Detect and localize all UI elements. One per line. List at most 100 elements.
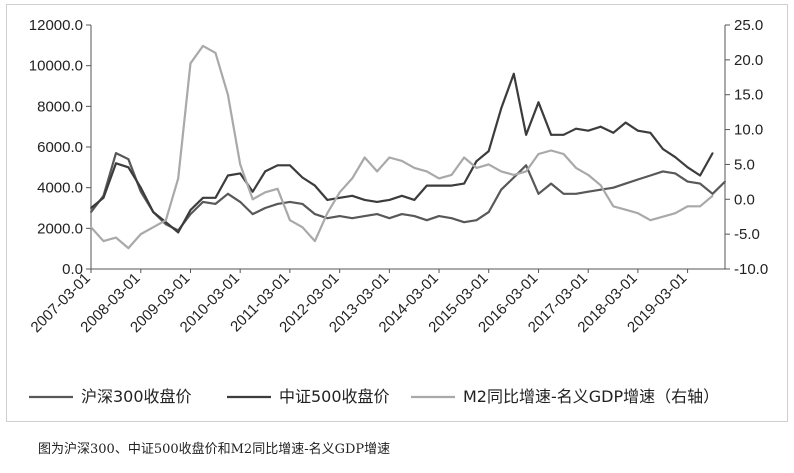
- series-3-point: [251, 198, 254, 201]
- chart-frame: 0.0 2000.0 4000.0 6000.0 8000.0 10000.0 12000.…: [6, 4, 788, 422]
- series-3-point: [512, 174, 515, 176]
- series-3-point: [438, 177, 440, 180]
- left-y-tick-label: 0.0: [62, 261, 83, 278]
- series-2-point: [550, 133, 552, 136]
- series-3-point: [139, 233, 142, 236]
- series-3-point: [662, 215, 664, 218]
- series-2-point: [388, 199, 391, 201]
- series-2-point: [662, 148, 664, 150]
- series-3-point: [276, 187, 279, 190]
- series-3-point: [264, 191, 267, 194]
- series-2-point: [562, 133, 565, 136]
- series-2-point: [624, 121, 627, 124]
- left-y-tick-label: 4000.0: [37, 180, 83, 197]
- series-1-point: [401, 213, 403, 216]
- series-1-point: [649, 174, 652, 177]
- right-y-tick-label: 0.0: [734, 191, 755, 208]
- series-3-point: [127, 247, 130, 250]
- legend: 沪深300收盘价 中证500收盘价 M2同比增速-名义GDP增速（右轴）: [29, 387, 719, 406]
- series-1-point: [276, 203, 279, 205]
- series-1-point: [438, 215, 440, 218]
- series-3-point: [587, 174, 590, 176]
- series-2-point: [338, 196, 341, 199]
- series-1-point: [115, 152, 117, 155]
- series-2-point: [202, 196, 204, 199]
- series-3-point: [189, 62, 192, 65]
- series-3-point: [550, 149, 552, 152]
- series-3-point: [711, 194, 714, 197]
- series-2-point: [214, 196, 217, 199]
- series-1-point: [363, 215, 366, 218]
- right-y-tick-label: 15.0: [734, 87, 763, 104]
- series-3-point: [376, 170, 378, 173]
- series-1-point: [575, 192, 577, 195]
- series-2-point: [699, 174, 701, 177]
- series-2-point: [251, 190, 254, 193]
- series-1-point: [475, 219, 478, 222]
- series-2-point: [189, 209, 192, 211]
- right-y-tick-label: -10.0: [734, 261, 768, 278]
- series-3-point: [674, 212, 677, 215]
- series-1-point: [239, 201, 242, 203]
- series-1-point: [711, 192, 714, 195]
- series-1-point: [562, 192, 565, 195]
- series-2-point: [227, 174, 229, 177]
- series-2-point: [376, 201, 378, 203]
- series-3-point: [401, 160, 403, 162]
- series-3-point: [214, 52, 217, 54]
- series-line-3: [90, 44, 714, 250]
- figure-caption: 图为沪深300、中证500收盘价和M2同比增速-名义GDP增速: [38, 442, 391, 457]
- series-3-point: [165, 219, 167, 222]
- right-y-tick-label: 20.0: [734, 52, 763, 69]
- series-1-point: [450, 217, 453, 220]
- series-2-point: [525, 133, 527, 136]
- series-1-point: [90, 211, 92, 214]
- series-1-point: [425, 219, 428, 222]
- series-2-point: [165, 221, 167, 224]
- series-2-point: [326, 199, 329, 201]
- series-1-point: [227, 192, 229, 195]
- series-1-point: [338, 215, 341, 218]
- series-3-point: [637, 212, 639, 215]
- series-2-point: [239, 172, 242, 175]
- right-y-tick-label: 10.0: [734, 122, 763, 139]
- series-2-point: [401, 194, 403, 197]
- series-3-point: [500, 170, 503, 173]
- series-3-point: [487, 163, 490, 166]
- series-3-point: [239, 163, 242, 166]
- series-3-point: [425, 170, 428, 173]
- series-3-point: [612, 205, 615, 208]
- series-2-point: [500, 107, 503, 110]
- series-3-point: [450, 174, 453, 176]
- series-3-point: [152, 226, 155, 229]
- series-1-point: [314, 213, 316, 216]
- series-2-point: [450, 184, 453, 187]
- series-3-point: [301, 226, 304, 229]
- series-3-point: [177, 177, 180, 180]
- series-3-point: [102, 240, 105, 243]
- series-2-point: [512, 72, 515, 75]
- series-2-point: [152, 211, 155, 214]
- series-2-point: [363, 199, 366, 201]
- series-3-point: [202, 45, 204, 47]
- series-2-point: [637, 129, 639, 132]
- left-y-tick-label: 12000.0: [29, 17, 83, 34]
- series-1-point: [550, 182, 552, 185]
- series-3-point: [90, 226, 92, 229]
- line-chart: 0.0 2000.0 4000.0 6000.0 8000.0 10000.0 12000.…: [28, 17, 769, 406]
- series-3-point: [314, 240, 316, 243]
- left-y-tick-label: 6000.0: [37, 139, 83, 156]
- series-2-point: [463, 182, 465, 185]
- series-1-point: [537, 192, 540, 195]
- series-1-point: [301, 203, 304, 205]
- series-2-point: [90, 207, 92, 209]
- series-3-point: [525, 170, 527, 173]
- series-1-point: [127, 158, 130, 161]
- legend-label-3: M2同比增速-名义GDP增速（右轴）: [463, 387, 719, 406]
- series-1-point: [624, 182, 627, 185]
- series-2-point: [487, 150, 490, 153]
- series-1-point: [686, 180, 689, 183]
- series-2-point: [686, 166, 689, 169]
- series-1-point: [662, 170, 664, 173]
- left-y-tick-label: 8000.0: [37, 98, 83, 115]
